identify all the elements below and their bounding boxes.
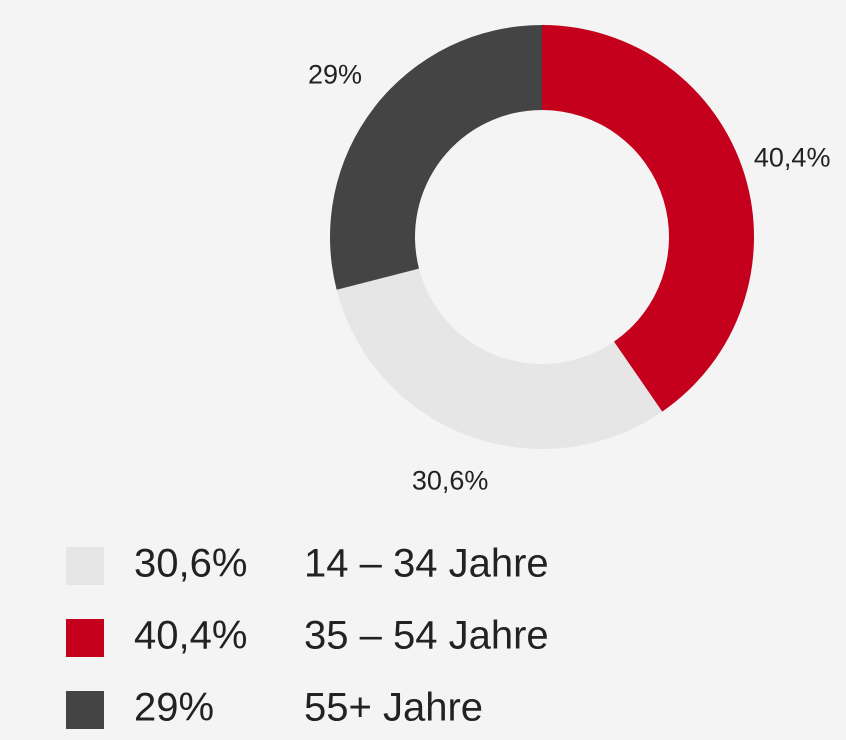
legend-label: 55+ Jahre	[304, 686, 483, 730]
legend-swatch	[66, 691, 104, 729]
legend-swatch	[66, 619, 104, 657]
legend-value: 40,4%	[134, 614, 247, 658]
donut-slice	[542, 25, 755, 412]
slice-label: 29%	[308, 60, 362, 90]
legend-value: 29%	[134, 686, 214, 730]
slice-label: 40,4%	[754, 142, 831, 172]
legend-value: 30,6%	[134, 542, 247, 586]
donut-slice	[336, 268, 663, 449]
legend-label: 35 – 54 Jahre	[304, 614, 549, 658]
donut-slice	[330, 25, 542, 290]
legend-label: 14 – 34 Jahre	[304, 542, 549, 586]
legend-swatch	[66, 547, 104, 585]
slice-label: 30,6%	[412, 466, 489, 496]
